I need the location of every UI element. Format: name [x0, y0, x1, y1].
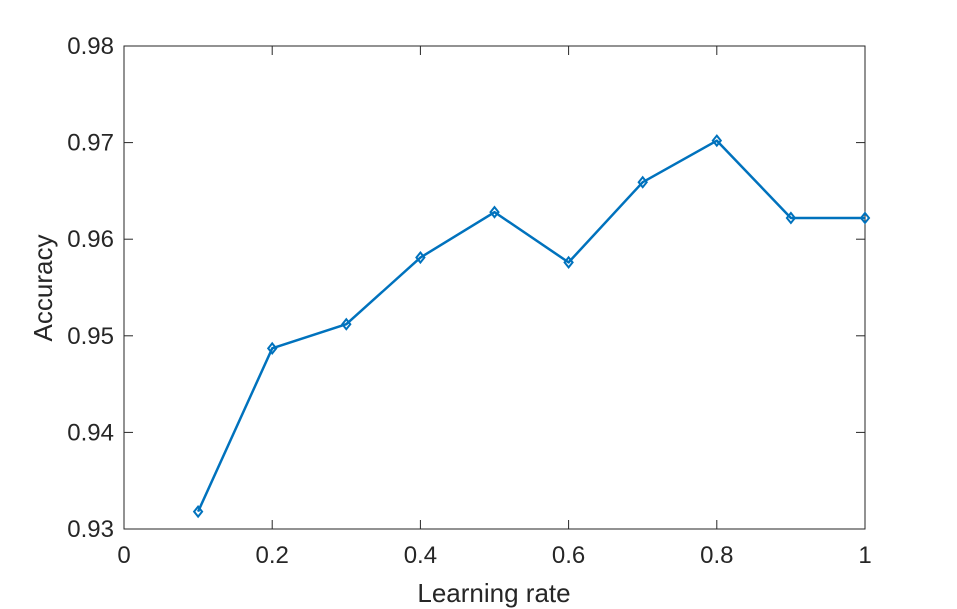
- x-tick-label: 1: [858, 542, 871, 569]
- data-point-marker: [266, 341, 278, 355]
- y-tick-label: 0.98: [67, 33, 114, 60]
- plot-area-box: [123, 45, 866, 530]
- series-line: [196, 139, 865, 513]
- ticks: 0 0.2 0.4 0.6 0.8 1 0.93 0.94 0.95 0.96 0.97 0.98: [67, 33, 871, 569]
- y-tick-label: 0.96: [67, 226, 114, 253]
- data-point-marker: [192, 505, 204, 519]
- x-tick-label: 0.2: [256, 542, 289, 569]
- series: [192, 134, 871, 519]
- y-tick-label: 0.97: [67, 130, 114, 157]
- x-tick-label: 0.6: [552, 542, 585, 569]
- data-point-marker: [563, 255, 574, 269]
- x-tick-label: 0.4: [404, 542, 437, 569]
- data-point-marker: [341, 317, 352, 331]
- y-tick-label: 0.94: [67, 419, 114, 446]
- y-axis-label: Accuracy: [28, 235, 58, 342]
- x-tick-label: 0.8: [700, 542, 733, 569]
- data-point-marker: [711, 134, 723, 148]
- y-tick-label: 0.95: [67, 323, 114, 350]
- axes: [123, 45, 866, 530]
- data-point-marker: [489, 205, 500, 219]
- y-tick-label: 0.93: [67, 516, 114, 543]
- data-point-marker: [859, 211, 871, 225]
- x-tick-label: 0: [117, 542, 130, 569]
- data-point-marker: [415, 250, 426, 265]
- x-axis-label: Learning rate: [417, 578, 570, 608]
- data-point-marker: [637, 175, 648, 189]
- data-point-marker: [785, 211, 797, 225]
